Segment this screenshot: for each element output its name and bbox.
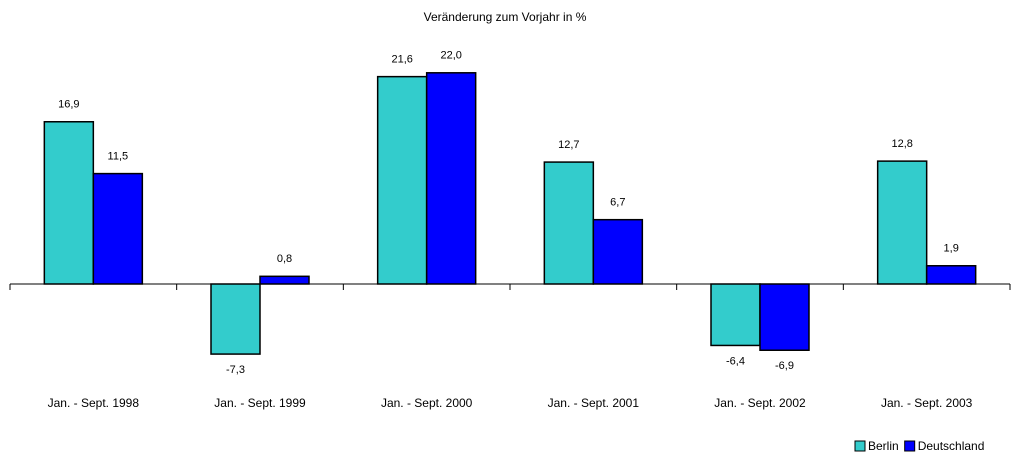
bar	[759, 283, 810, 351]
bar	[592, 218, 644, 285]
legend-label: Deutschland	[918, 439, 985, 453]
value-label: 22,0	[440, 50, 461, 62]
bar	[543, 161, 595, 285]
value-label: 12,8	[891, 138, 912, 150]
legend-label: Berlin	[868, 439, 899, 453]
bar	[259, 275, 310, 285]
value-label: 12,7	[558, 139, 579, 151]
legend-swatch	[854, 440, 866, 452]
bar	[710, 283, 761, 347]
value-label: 1,9	[944, 243, 959, 255]
value-label: 6,7	[610, 197, 625, 209]
bar	[425, 72, 477, 285]
value-label: 21,6	[391, 54, 412, 66]
bar	[876, 160, 928, 285]
bar	[376, 75, 428, 285]
bar	[210, 283, 261, 355]
chart-title: Veränderung zum Vorjahr in %	[424, 10, 587, 24]
x-tick-label: Jan. - Sept. 2001	[548, 396, 640, 410]
bar	[925, 265, 977, 285]
legend-swatch	[904, 440, 916, 452]
x-tick-label: Jan. - Sept. 1999	[214, 396, 306, 410]
value-label: 11,5	[108, 151, 129, 163]
x-tick-label: Jan. - Sept. 2002	[714, 396, 806, 410]
value-label: -6,4	[726, 355, 745, 367]
value-label: -6,9	[775, 360, 794, 372]
value-label: -7,3	[226, 364, 245, 376]
x-tick-label: Jan. - Sept. 2000	[381, 396, 473, 410]
x-tick-label: Jan. - Sept. 2003	[881, 396, 973, 410]
value-label: 0,8	[277, 253, 292, 265]
value-label: 16,9	[58, 99, 79, 111]
bar	[92, 172, 144, 285]
x-tick-label: Jan. - Sept. 1998	[48, 396, 140, 410]
bar	[43, 121, 95, 285]
